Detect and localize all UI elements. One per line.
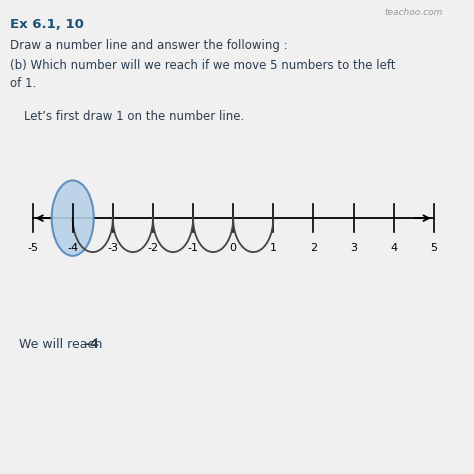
Text: -4: -4 [67, 243, 78, 253]
Text: teachoo.com: teachoo.com [384, 9, 443, 18]
Text: Let’s first draw 1 on the number line.: Let’s first draw 1 on the number line. [24, 110, 244, 123]
Text: -4: -4 [67, 243, 78, 253]
Text: -3: -3 [107, 243, 118, 253]
Text: (b) Which number will we reach if we move 5 numbers to the left: (b) Which number will we reach if we mov… [10, 59, 396, 72]
Text: 1: 1 [270, 243, 277, 253]
Ellipse shape [52, 181, 94, 256]
Text: Draw a number line and answer the following :: Draw a number line and answer the follow… [10, 39, 288, 52]
Text: 2: 2 [310, 243, 317, 253]
Text: We will reach: We will reach [19, 338, 107, 351]
Text: Ex 6.1, 10: Ex 6.1, 10 [10, 18, 84, 31]
Text: -1: -1 [188, 243, 199, 253]
Text: –4: –4 [85, 338, 100, 351]
Text: 0: 0 [230, 243, 237, 253]
Text: -2: -2 [147, 243, 158, 253]
Text: of 1.: of 1. [10, 77, 36, 90]
Text: -5: -5 [27, 243, 38, 253]
Text: 5: 5 [430, 243, 437, 253]
Text: 4: 4 [390, 243, 397, 253]
Text: 3: 3 [350, 243, 357, 253]
